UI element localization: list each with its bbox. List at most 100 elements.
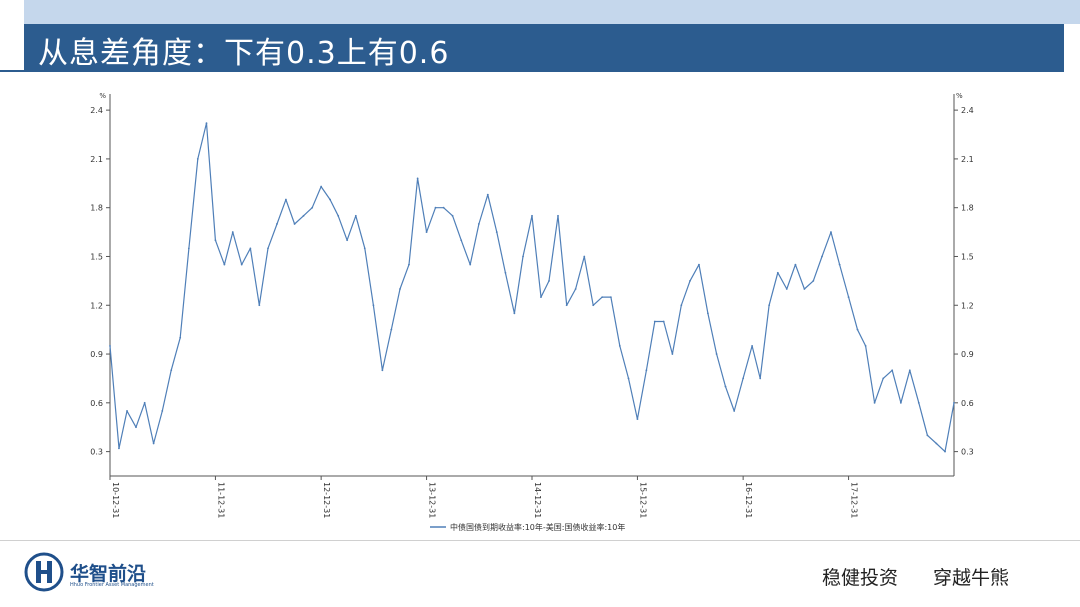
series-point bbox=[504, 271, 507, 274]
slogan-right: 穿越牛熊 bbox=[933, 567, 1010, 589]
series-point bbox=[689, 279, 691, 282]
series-point bbox=[908, 369, 911, 372]
series-point bbox=[557, 214, 559, 217]
y-tick-label-right: 0.6 bbox=[961, 399, 974, 408]
y-tick-label-right: 1.2 bbox=[961, 301, 974, 310]
x-tick-label: 16-12-31 bbox=[744, 482, 753, 518]
x-tick-label: 13-12-31 bbox=[428, 482, 437, 518]
series-point bbox=[354, 214, 357, 217]
series-point bbox=[495, 231, 498, 233]
series-point bbox=[329, 198, 331, 201]
series-point bbox=[944, 450, 946, 453]
series-point bbox=[592, 304, 595, 307]
chart-axes: %% bbox=[99, 92, 963, 477]
company-name-cn: 华智前沿 bbox=[70, 563, 147, 585]
series-point bbox=[926, 434, 929, 437]
x-tick-label: 11-12-31 bbox=[216, 482, 225, 518]
series-point bbox=[293, 223, 296, 225]
series-point bbox=[187, 247, 190, 250]
series-point bbox=[768, 304, 771, 307]
series-point bbox=[698, 263, 700, 266]
series-point bbox=[223, 263, 226, 266]
y-axis-left: 0.3 0.6 0.9 1.2 1.5 1.8 2.1 2.4 bbox=[90, 106, 110, 457]
series-line bbox=[109, 122, 955, 453]
y-tick-label-left: 2.4 bbox=[90, 106, 103, 115]
series-point bbox=[899, 401, 902, 404]
series-point bbox=[856, 328, 859, 331]
y-tick-label-left: 1.5 bbox=[90, 252, 103, 261]
series-point bbox=[917, 401, 920, 404]
y-tick-label-left: 1.8 bbox=[90, 204, 103, 213]
series-point bbox=[847, 296, 850, 299]
series-point bbox=[803, 288, 806, 290]
series-point bbox=[152, 442, 155, 445]
series-point bbox=[372, 304, 375, 307]
series-point bbox=[565, 304, 568, 307]
series-point bbox=[118, 447, 120, 450]
y-tick-label-right: 0.3 bbox=[961, 448, 974, 457]
series-point bbox=[460, 239, 463, 242]
y-unit-right: % bbox=[956, 92, 963, 100]
series-point bbox=[574, 288, 577, 290]
x-tick-label: 14-12-31 bbox=[533, 482, 542, 518]
y-unit-left: % bbox=[99, 92, 106, 100]
series-point bbox=[953, 401, 955, 404]
series-point bbox=[170, 369, 173, 372]
series-point bbox=[109, 345, 111, 347]
series-point bbox=[249, 247, 252, 250]
series-point bbox=[838, 263, 841, 266]
series-layer bbox=[109, 122, 955, 453]
series-point bbox=[891, 369, 894, 372]
series-point bbox=[522, 255, 524, 258]
series-point bbox=[434, 206, 437, 209]
y-tick-label-right: 2.1 bbox=[961, 155, 974, 164]
series-point bbox=[267, 247, 269, 250]
x-tick-label: 10-12-31 bbox=[111, 482, 120, 518]
top-accent-band bbox=[24, 0, 1080, 24]
series-point bbox=[645, 369, 648, 372]
y-tick-label-left: 0.9 bbox=[90, 350, 103, 359]
company-logo-icon bbox=[24, 552, 64, 592]
series-point bbox=[785, 288, 788, 290]
y-tick-label-right: 0.9 bbox=[961, 350, 974, 359]
y-tick-label-left: 2.1 bbox=[90, 155, 103, 164]
chart-legend: 中债国债到期收益率:10年-美国:国债收益率:10年 bbox=[430, 522, 625, 532]
series-point bbox=[381, 369, 384, 372]
footer-divider bbox=[0, 540, 1080, 541]
series-point bbox=[812, 279, 815, 282]
series-point bbox=[707, 312, 709, 315]
x-tick-label: 12-12-31 bbox=[322, 482, 331, 518]
y-tick-label-left: 1.2 bbox=[90, 301, 103, 310]
slide-title: 从息差角度：下有0.3上有0.6 bbox=[38, 36, 450, 71]
series-point bbox=[240, 263, 243, 266]
series-point bbox=[337, 214, 340, 217]
series-point bbox=[636, 418, 639, 420]
series-point bbox=[442, 206, 445, 209]
y-axis-right: 0.3 0.6 0.9 1.2 1.5 1.8 2.1 2.4 bbox=[954, 106, 974, 457]
series-point bbox=[776, 271, 779, 274]
series-point bbox=[258, 304, 261, 307]
series-point bbox=[231, 231, 234, 233]
series-point bbox=[408, 263, 410, 266]
series-point bbox=[126, 410, 128, 412]
series-point bbox=[540, 296, 542, 299]
y-tick-label-right: 1.8 bbox=[961, 204, 974, 213]
series-point bbox=[513, 312, 516, 315]
y-tick-label-right: 1.5 bbox=[961, 252, 974, 261]
series-point bbox=[161, 410, 164, 412]
series-point bbox=[759, 377, 762, 380]
series-point bbox=[214, 239, 217, 242]
series-point bbox=[680, 304, 683, 307]
series-point bbox=[179, 336, 182, 339]
series-point bbox=[486, 193, 489, 196]
series-point bbox=[751, 345, 753, 347]
series-point bbox=[425, 231, 428, 233]
series-point bbox=[794, 263, 797, 266]
series-point bbox=[742, 377, 745, 380]
x-axis: 10-12-31 11-12-31 12-12-31 13-12-31 14-12-31… bbox=[109, 476, 859, 518]
slogan-left: 稳健投资 bbox=[822, 567, 899, 589]
series-point bbox=[653, 320, 656, 323]
series-point bbox=[416, 177, 419, 180]
series-point bbox=[609, 296, 612, 299]
series-point bbox=[662, 320, 665, 323]
